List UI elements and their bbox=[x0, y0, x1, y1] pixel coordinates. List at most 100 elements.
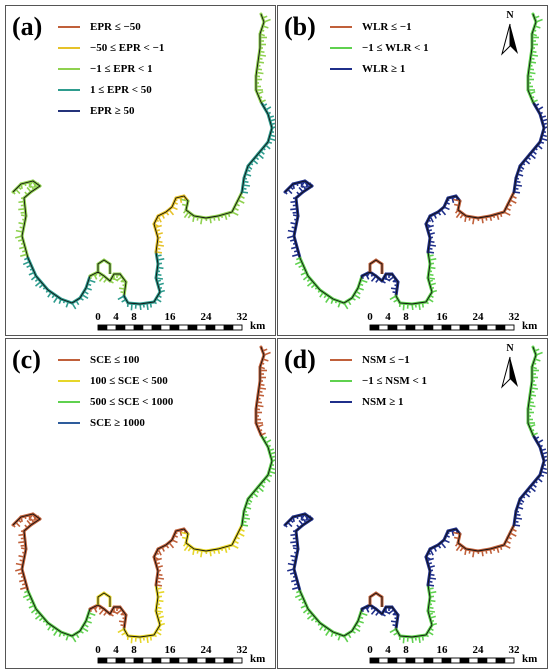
legend-swatch bbox=[58, 26, 80, 28]
scalebar-block bbox=[224, 325, 233, 330]
legend-label: NSM ≥ 1 bbox=[362, 396, 403, 408]
scalebar-block bbox=[233, 658, 242, 663]
scalebar-block bbox=[370, 658, 379, 663]
legend: NSM ≤ −1 −1 ≤ NSM < 1 NSM ≥ 1 bbox=[330, 349, 427, 412]
scalebar-block bbox=[406, 658, 415, 663]
scalebar-block bbox=[496, 325, 505, 330]
legend-swatch bbox=[58, 401, 80, 403]
scalebar-block bbox=[134, 325, 143, 330]
scalebar-block bbox=[170, 325, 179, 330]
scalebar-tick-label: 4 bbox=[385, 644, 391, 656]
scalebar-block bbox=[116, 658, 125, 663]
scalebar-block bbox=[415, 658, 424, 663]
scalebar-tick-label: 0 bbox=[95, 644, 101, 656]
scalebar-block bbox=[152, 325, 161, 330]
scalebar-unit: km bbox=[250, 320, 265, 332]
legend-label: 1 ≤ EPR < 50 bbox=[90, 84, 152, 96]
legend-entry: NSM ≥ 1 bbox=[330, 391, 427, 412]
scalebar-block bbox=[179, 325, 188, 330]
scalebar-block bbox=[188, 325, 197, 330]
scalebar-block bbox=[478, 325, 487, 330]
legend-label: −1 ≤ NSM < 1 bbox=[362, 375, 427, 387]
legend-label: WLR ≤ −1 bbox=[362, 21, 412, 33]
legend-label: −50 ≤ EPR < −1 bbox=[90, 42, 164, 54]
legend-entry: SCE ≥ 1000 bbox=[58, 412, 173, 433]
legend-entry: −1 ≤ WLR < 1 bbox=[330, 37, 429, 58]
panel-label: (a) bbox=[12, 12, 42, 42]
scalebar-tick-label: 16 bbox=[437, 311, 448, 323]
scalebar-block bbox=[424, 658, 433, 663]
scalebar-block bbox=[505, 325, 514, 330]
scalebar-block bbox=[415, 325, 424, 330]
legend-label: SCE ≤ 100 bbox=[90, 354, 139, 366]
scalebar-block bbox=[451, 658, 460, 663]
legend-entry: 100 ≤ SCE < 500 bbox=[58, 370, 173, 391]
scalebar-tick-label: 0 bbox=[367, 644, 373, 656]
legend-label: EPR ≤ −50 bbox=[90, 21, 141, 33]
scalebar-block bbox=[224, 658, 233, 663]
scalebar-block bbox=[397, 658, 406, 663]
scalebar-block bbox=[451, 325, 460, 330]
legend-swatch bbox=[58, 380, 80, 382]
panel-label: (c) bbox=[12, 345, 41, 375]
scalebar-tick-label: 16 bbox=[165, 311, 176, 323]
legend-swatch bbox=[330, 68, 352, 70]
scalebar-block bbox=[487, 325, 496, 330]
scalebar-tick-label: 8 bbox=[403, 311, 409, 323]
legend-swatch bbox=[330, 26, 352, 28]
panel-label: (b) bbox=[284, 12, 316, 42]
legend-label: NSM ≤ −1 bbox=[362, 354, 410, 366]
scalebar-tick-label: 32 bbox=[237, 644, 248, 656]
legend: WLR ≤ −1 −1 ≤ WLR < 1 WLR ≥ 1 bbox=[330, 16, 429, 79]
scalebar-block bbox=[442, 325, 451, 330]
scalebar-block bbox=[487, 658, 496, 663]
legend-entry: −50 ≤ EPR < −1 bbox=[58, 37, 164, 58]
legend-swatch bbox=[58, 47, 80, 49]
scalebar-tick-label: 24 bbox=[201, 311, 212, 323]
scalebar-tick-label: 32 bbox=[509, 644, 520, 656]
legend-swatch bbox=[330, 401, 352, 403]
legend-entry: SCE ≤ 100 bbox=[58, 349, 173, 370]
scalebar-block bbox=[388, 658, 397, 663]
scalebar-unit: km bbox=[522, 320, 537, 332]
scalebar-block bbox=[125, 325, 134, 330]
scalebar-tick-label: 8 bbox=[131, 644, 137, 656]
legend-label: WLR ≥ 1 bbox=[362, 63, 405, 75]
scalebar-tick-label: 4 bbox=[385, 311, 391, 323]
legend-entry: WLR ≥ 1 bbox=[330, 58, 429, 79]
scalebar-tick-label: 24 bbox=[473, 311, 484, 323]
legend-swatch bbox=[58, 422, 80, 424]
scalebar-tick-label: 32 bbox=[509, 311, 520, 323]
legend-label: 500 ≤ SCE < 1000 bbox=[90, 396, 173, 408]
scalebar-tick-label: 4 bbox=[113, 311, 119, 323]
scalebar-block bbox=[107, 325, 116, 330]
scalebar-tick-label: 0 bbox=[367, 311, 373, 323]
legend-label: SCE ≥ 1000 bbox=[90, 417, 145, 429]
legend-swatch bbox=[58, 68, 80, 70]
scalebar-block bbox=[188, 658, 197, 663]
scalebar-block bbox=[161, 658, 170, 663]
scalebar-block bbox=[125, 658, 134, 663]
legend-swatch bbox=[58, 110, 80, 112]
scalebar-block bbox=[98, 658, 107, 663]
legend-label: 100 ≤ SCE < 500 bbox=[90, 375, 168, 387]
north-label: N bbox=[500, 10, 520, 21]
legend-label: −1 ≤ WLR < 1 bbox=[362, 42, 429, 54]
legend-swatch bbox=[330, 380, 352, 382]
scalebar-tick-label: 0 bbox=[95, 311, 101, 323]
legend-entry: WLR ≤ −1 bbox=[330, 16, 429, 37]
scalebar-block bbox=[197, 325, 206, 330]
scalebar-unit: km bbox=[522, 653, 537, 665]
legend: SCE ≤ 100 100 ≤ SCE < 500 500 ≤ SCE < 1000… bbox=[58, 349, 173, 433]
scalebar-block bbox=[379, 658, 388, 663]
legend-entry: 1 ≤ EPR < 50 bbox=[58, 79, 164, 100]
scalebar-block bbox=[134, 658, 143, 663]
scalebar-block bbox=[460, 325, 469, 330]
legend-swatch bbox=[58, 89, 80, 91]
scalebar-block bbox=[406, 325, 415, 330]
scalebar-block bbox=[388, 325, 397, 330]
scalebar-block bbox=[143, 658, 152, 663]
scalebar-block bbox=[433, 658, 442, 663]
